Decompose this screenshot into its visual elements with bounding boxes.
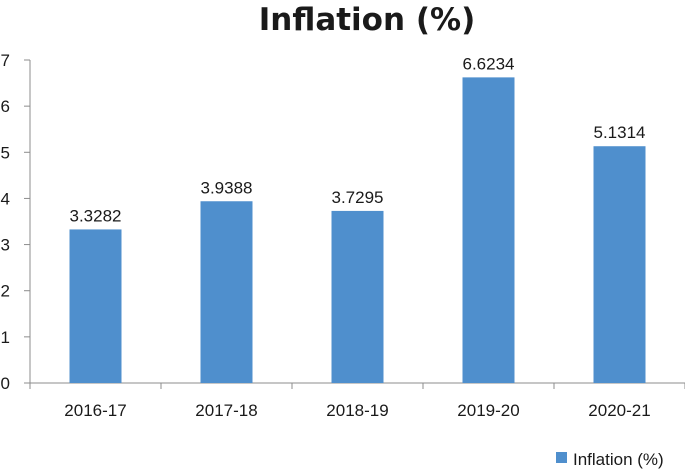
bar-2019-20 — [462, 77, 515, 383]
x-tick-label: 2016-17 — [64, 401, 126, 420]
data-label: 5.1314 — [594, 123, 646, 142]
x-tick-label: 2018-19 — [326, 401, 388, 420]
y-tick-label: 4 — [1, 189, 10, 208]
y-tick-label: 6 — [1, 97, 10, 116]
chart-title: Inflation (%) — [259, 2, 476, 38]
legend-label: Inflation (%) — [573, 450, 664, 469]
y-tick-label: 2 — [1, 282, 10, 301]
x-tick-label: 2017-18 — [195, 401, 257, 420]
legend-swatch — [556, 452, 567, 463]
data-label: 3.3282 — [70, 206, 122, 225]
x-tick-label: 2019-20 — [457, 401, 519, 420]
x-axis: 2016-17 2017-18 2018-19 2019-20 2020-21 — [29, 382, 685, 420]
data-labels: 3.3282 3.9388 3.7295 6.6234 5.1314 — [70, 54, 646, 225]
y-tick-label: 1 — [1, 328, 10, 347]
data-label: 6.6234 — [463, 54, 515, 73]
legend: Inflation (%) — [556, 450, 664, 469]
x-tick-label: 2020-21 — [588, 401, 650, 420]
bar-2016-17 — [69, 229, 122, 383]
data-label: 3.9388 — [201, 178, 253, 197]
y-tick-label: 3 — [1, 236, 10, 255]
bar-2018-19 — [331, 210, 384, 383]
y-axis: 0 1 2 3 4 5 6 7 — [1, 51, 31, 393]
y-tick-label: 0 — [1, 374, 10, 393]
bar-2020-21 — [593, 146, 646, 383]
y-tick-label: 5 — [1, 143, 10, 162]
bar-series — [69, 77, 646, 383]
y-tick-label: 7 — [1, 51, 10, 70]
data-label: 3.7295 — [332, 188, 384, 207]
bar-2017-18 — [200, 201, 253, 383]
